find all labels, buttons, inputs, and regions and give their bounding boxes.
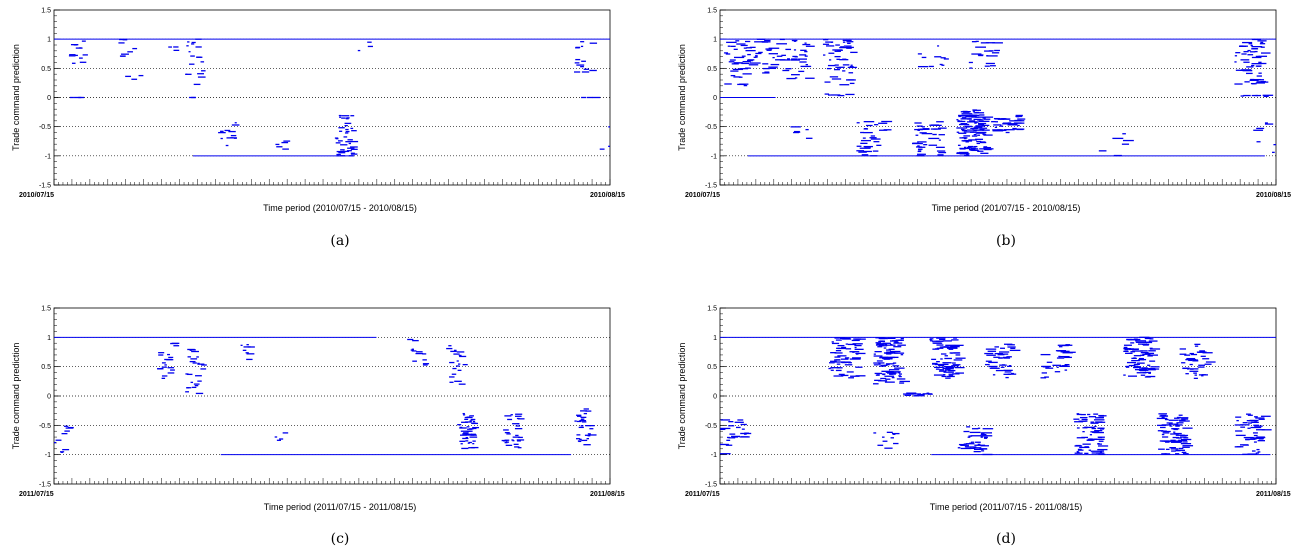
y-tick-label: 0 [713,394,717,401]
x-axis-title: Time period (201/07/15 - 2010/08/15) [932,203,1081,213]
panels: 1.5 1 0.5 0 -0.5 -1 -1.5 2010/07/15 2010/08/15 Ti… [11,8,1291,548]
y-tick-label: 0 [47,394,51,401]
panel-caption: (a) [330,233,349,249]
y-tick-label: 0.5 [707,364,717,371]
y-axis-title: Trade command prediction [677,44,687,151]
y-tick-label: -1.5 [705,482,717,489]
y-tick-label: 1 [713,37,717,44]
y-tick-label: -0.5 [39,423,51,430]
y-tick-label: -1 [711,452,717,459]
y-axis-title: Trade command prediction [11,343,21,450]
data-points [54,338,597,453]
y-tick-label: 0.5 [41,66,51,73]
x-start-label: 2010/07/15 [19,192,54,199]
x-end-label: 2011/08/15 [590,491,625,498]
x-start-label: 2010/07/15 [685,192,720,199]
chart-panel-3: 1.5 1 0.5 0 -0.5 -1 -1.5 2011/07/15 2011/08/15 Ti… [677,306,1291,548]
y-tick-label: -1 [45,153,51,160]
y-tick-label: -1 [45,452,51,459]
x-start-label: 2011/07/15 [685,491,720,498]
y-tick-label: 1.5 [41,8,51,15]
y-tick-label: 1.5 [41,306,51,313]
chart-panel-2: 1.5 1 0.5 0 -0.5 -1 -1.5 2011/07/15 2011/08/15 Ti… [11,306,625,548]
y-tick-label: 0 [713,95,717,102]
y-tick-label: 1 [713,335,717,342]
x-axis-title: Time period (2010/07/15 - 2010/08/15) [263,203,417,213]
plot-frame [719,9,1277,186]
y-axis-title: Trade command prediction [677,343,687,450]
data-points [720,336,1272,456]
y-tick-label: -1.5 [705,183,717,190]
x-end-label: 2010/08/15 [590,192,625,199]
y-tick-label: -0.5 [39,124,51,131]
plot-frame [719,307,1277,485]
data-points [68,38,610,157]
y-tick-label: -1 [711,153,717,160]
x-axis-title: Time period (2011/07/15 - 2011/08/15) [930,502,1082,512]
x-axis-title: Time period (2011/07/15 - 2011/08/15) [264,502,416,512]
panel-caption: (d) [996,531,1016,547]
y-tick-label: 0.5 [707,66,717,73]
x-end-label: 2011/08/15 [1256,491,1291,498]
chart-panel-1: 1.5 1 0.5 0 -0.5 -1 -1.5 2010/07/15 2010/08/15 Ti… [677,8,1291,250]
y-tick-label: -1.5 [39,183,51,190]
y-tick-label: -0.5 [705,423,717,430]
y-tick-label: 1.5 [707,8,717,15]
chart-panel-0: 1.5 1 0.5 0 -0.5 -1 -1.5 2010/07/15 2010/08/15 Ti… [11,8,625,250]
y-tick-label: 1 [47,37,51,44]
panel-caption: (c) [331,531,350,547]
plot-frame [53,9,611,186]
x-start-label: 2011/07/15 [19,491,54,498]
plot-frame [53,307,611,485]
y-axis-title: Trade command prediction [11,44,21,151]
data-points [724,38,1276,157]
y-tick-label: -0.5 [705,124,717,131]
panel-caption: (b) [996,233,1016,249]
y-tick-label: 0.5 [41,364,51,371]
x-end-label: 2010/08/15 [1256,192,1291,199]
y-tick-label: -1.5 [39,482,51,489]
y-tick-label: 1 [47,335,51,342]
y-tick-label: 0 [47,95,51,102]
y-tick-label: 1.5 [707,306,717,313]
